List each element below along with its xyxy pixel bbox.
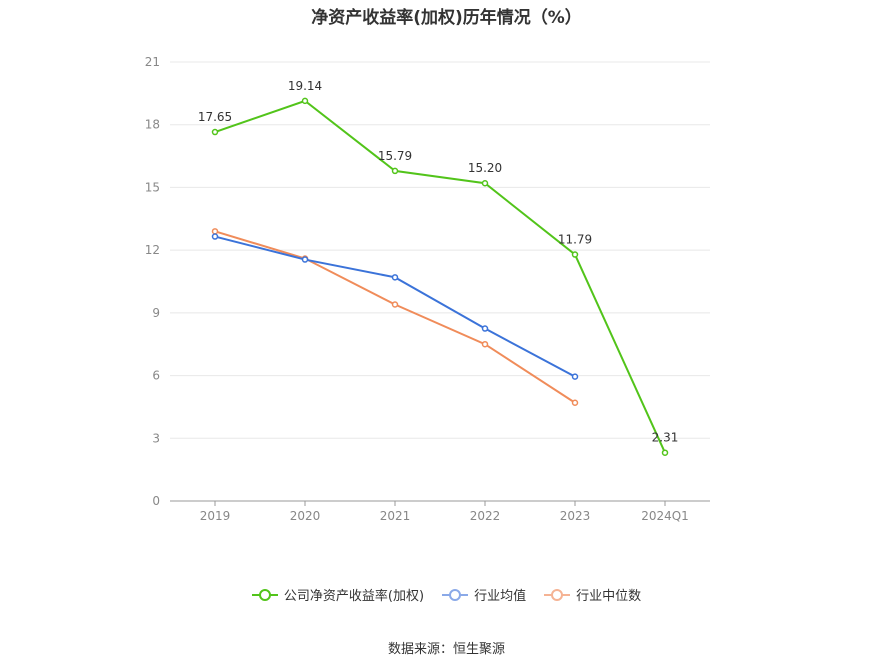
data-point <box>481 179 489 187</box>
data-point <box>481 325 489 332</box>
legend-item-industry-mean[interactable]: 行业均值 <box>442 585 526 604</box>
y-tick-label: 18 <box>145 118 160 132</box>
x-tick-label: 2020 <box>290 509 321 523</box>
x-tick-label: 2019 <box>200 509 231 523</box>
data-point <box>211 233 219 240</box>
data-point <box>211 228 219 235</box>
data-point <box>571 373 579 380</box>
y-tick-label: 3 <box>152 431 160 445</box>
data-point <box>391 301 399 308</box>
data-label: 15.79 <box>378 149 412 163</box>
y-tick-label: 21 <box>145 55 160 69</box>
series-line <box>214 99 666 454</box>
data-label: 19.14 <box>288 79 322 93</box>
y-tick-label: 15 <box>145 180 160 194</box>
legend-marker-industry-mean <box>442 588 469 601</box>
y-axis-ticks: 0 3 6 9 12 15 18 21 <box>145 55 160 508</box>
data-point <box>571 251 579 258</box>
x-tick-label: 2022 <box>470 509 501 523</box>
series-layer <box>211 97 669 456</box>
y-tick-label: 6 <box>152 369 160 383</box>
data-point <box>211 128 219 136</box>
legend-label-industry-mean: 行业均值 <box>474 589 527 604</box>
y-tick-label: 9 <box>152 306 160 320</box>
data-point <box>571 399 579 406</box>
data-point <box>391 274 399 281</box>
data-label: 2.31 <box>652 431 679 445</box>
legend-label-industry-median: 行业中位数 <box>576 589 642 604</box>
legend-marker-company <box>251 588 278 601</box>
data-label: 17.65 <box>198 110 232 124</box>
source-note: 数据来源：恒生聚源 <box>387 642 505 657</box>
y-tick-label: 0 <box>152 494 160 508</box>
legend-item-company[interactable]: 公司净资产收益率(加权) <box>251 585 425 604</box>
data-label: 11.79 <box>558 233 592 247</box>
legend-marker-industry-median <box>544 588 571 601</box>
chart-title: 净资产收益率(加权)历年情况（%） <box>311 8 582 28</box>
legend-item-industry-median[interactable]: 行业中位数 <box>544 585 641 604</box>
y-tick-label: 12 <box>145 243 160 257</box>
data-point <box>301 256 309 263</box>
x-axis: 2019 2020 2021 2022 2023 2024Q1 <box>170 500 710 523</box>
data-point <box>301 97 309 105</box>
x-tick-label: 2024Q1 <box>641 509 689 523</box>
data-labels: 17.65 19.14 15.79 15.20 11.79 2.31 <box>198 79 679 445</box>
legend-label-company: 公司净资产收益率(加权) <box>283 589 425 604</box>
grid-lines <box>170 61 710 439</box>
data-label: 15.20 <box>468 161 502 175</box>
legend: 公司净资产收益率(加权) 行业均值 行业中位数 <box>0 585 893 604</box>
data-point <box>661 449 669 456</box>
data-point <box>391 167 399 175</box>
x-tick-label: 2021 <box>380 509 411 523</box>
x-tick-label: 2023 <box>560 509 591 523</box>
series-line <box>214 230 576 404</box>
data-point <box>481 340 489 348</box>
